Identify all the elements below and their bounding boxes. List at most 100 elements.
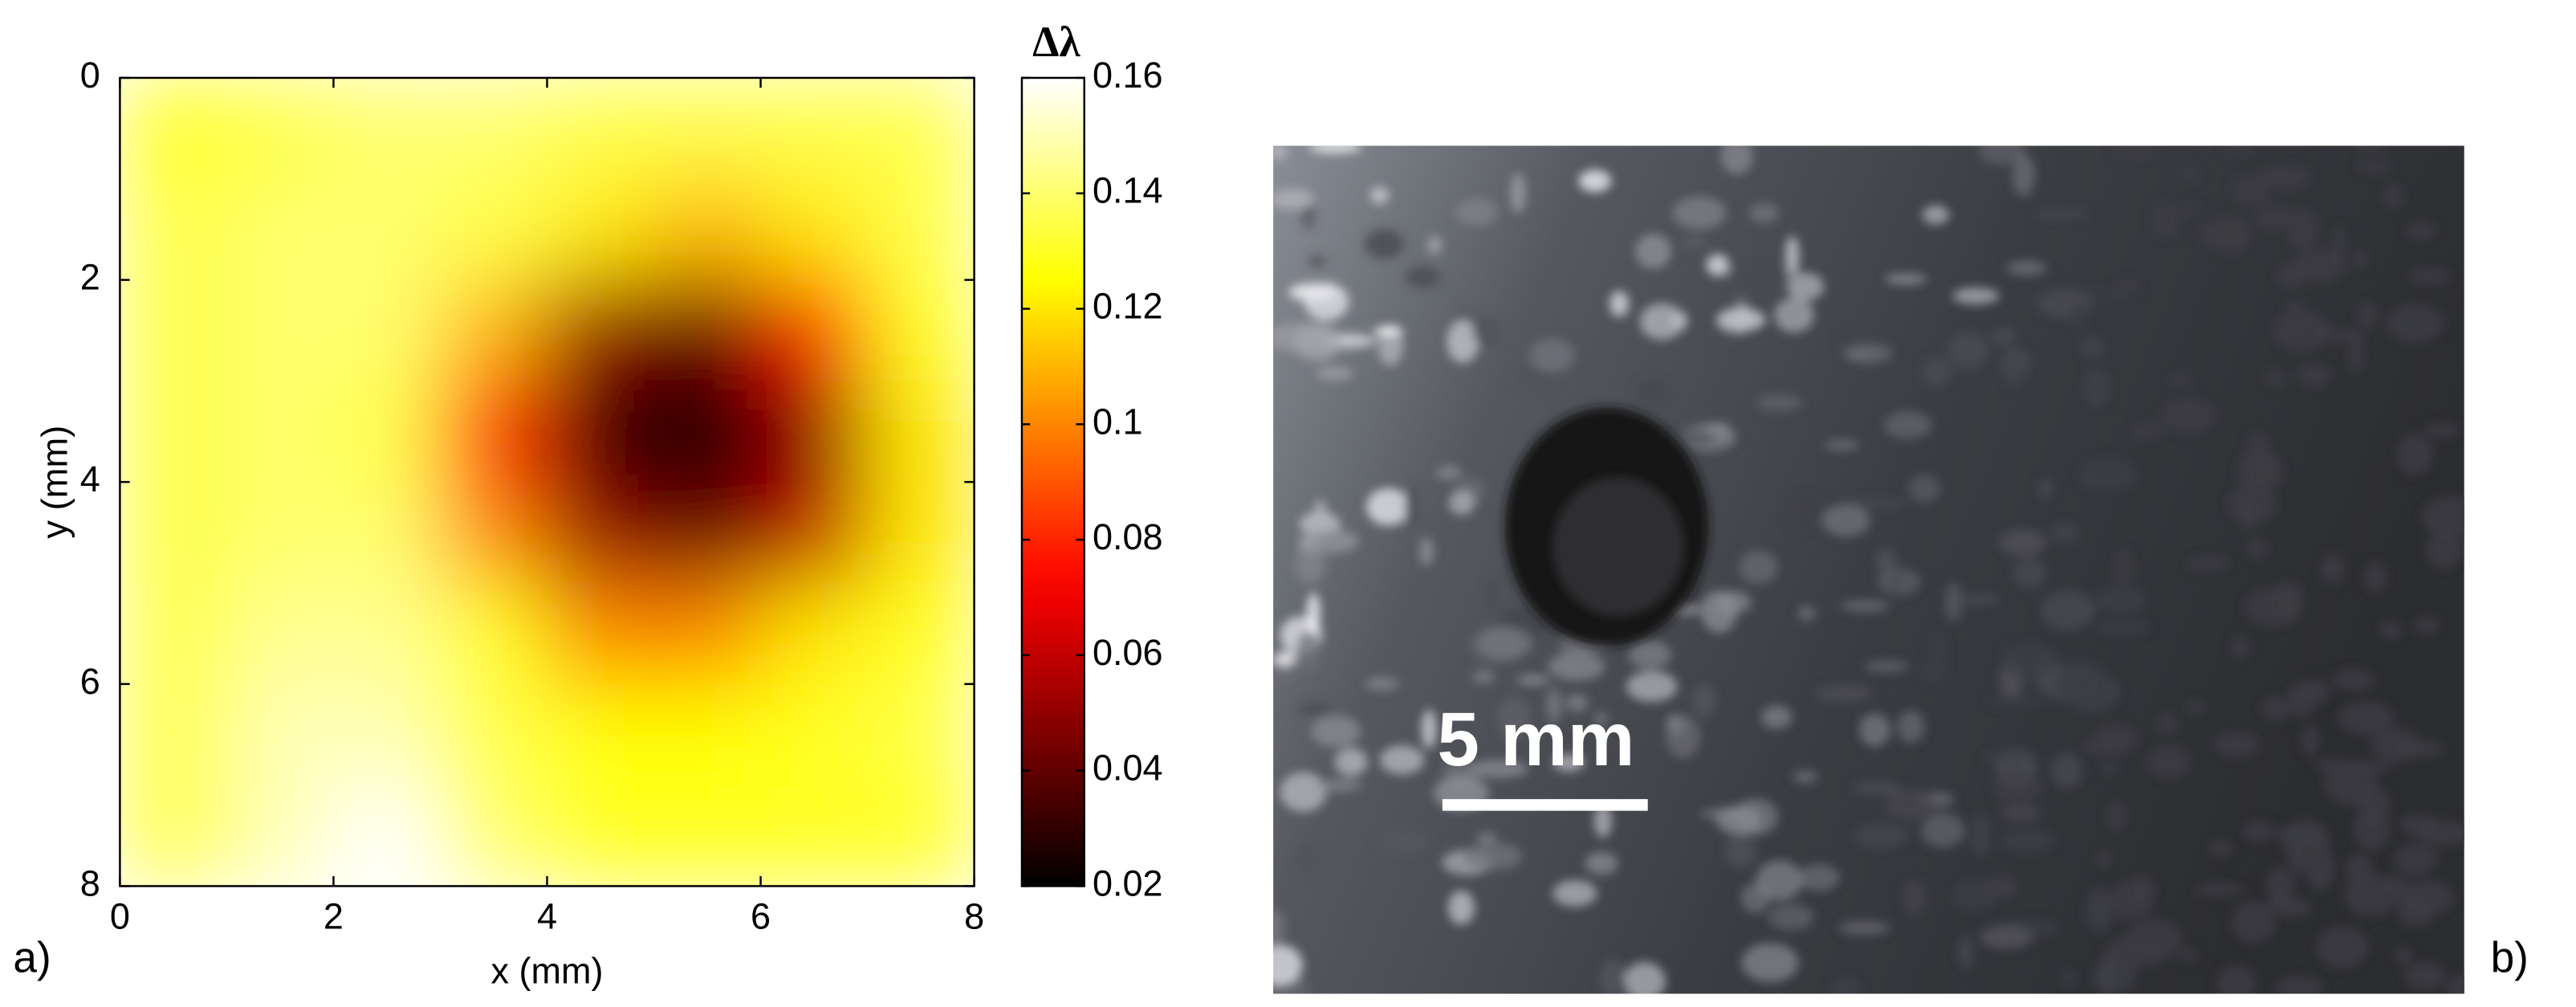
photo-speck xyxy=(2125,919,2183,960)
photo-speck xyxy=(1435,465,1462,480)
photo-speck xyxy=(1593,804,1612,838)
photo-speck xyxy=(2320,553,2345,584)
heat-cell xyxy=(760,482,869,585)
panel-label: a) xyxy=(13,934,51,981)
photo-speck xyxy=(2253,206,2295,230)
x-tick-label: 4 xyxy=(537,896,557,937)
photo-speck xyxy=(2415,821,2464,846)
photo-speck xyxy=(1952,287,2000,304)
photo-speck xyxy=(1306,593,1321,634)
photo-speck xyxy=(1609,291,1630,317)
photo-speck xyxy=(2287,682,2315,717)
photo-speck xyxy=(2118,279,2141,296)
x-tick-label: 6 xyxy=(751,896,771,937)
photo-speck xyxy=(1447,320,1479,363)
photo-speck xyxy=(2354,145,2387,153)
photo-speck xyxy=(2082,368,2111,407)
photo-speck xyxy=(1797,864,1840,891)
photo-speck xyxy=(1902,879,1927,917)
photo-speck xyxy=(2357,301,2377,328)
colorbar-title: Δλ xyxy=(1032,18,1080,66)
photo-speck xyxy=(1295,842,1320,875)
heat-cell xyxy=(333,785,442,887)
photo-speck xyxy=(2353,251,2367,268)
photo-speck xyxy=(1768,903,1814,931)
photo-speck xyxy=(2185,556,2231,571)
photo-speck xyxy=(1334,748,1368,777)
heat-cell xyxy=(547,178,655,281)
photo-speck xyxy=(2108,881,2154,919)
photo-speck xyxy=(2348,332,2363,373)
photo-speck xyxy=(2214,732,2260,757)
y-tick-label: 2 xyxy=(80,256,100,297)
photo-speck xyxy=(2286,208,2319,250)
photo-speck xyxy=(1379,745,1425,775)
photo-speck xyxy=(1594,711,1608,726)
heat-cell xyxy=(333,77,442,180)
photo-speck xyxy=(1838,920,1890,936)
photo-speck xyxy=(1273,145,1288,161)
photo-speck xyxy=(1793,770,1818,784)
heatmap-cells xyxy=(120,77,975,887)
heat-cell xyxy=(440,381,548,483)
photo-speck xyxy=(1273,189,1315,210)
photo-speck xyxy=(1273,651,1296,667)
heat-cell xyxy=(867,785,975,887)
photo-speck xyxy=(1545,687,1563,724)
heat-cell xyxy=(760,683,869,786)
photo-speck xyxy=(1273,909,1285,944)
photo-speck xyxy=(2421,495,2464,539)
photo-speck xyxy=(1578,169,1612,193)
photo-speck xyxy=(1854,823,1910,849)
photo-speck xyxy=(2395,946,2412,965)
heat-cell xyxy=(653,482,762,585)
photo-speck xyxy=(2403,961,2446,991)
photo-speck xyxy=(2160,397,2216,434)
photo-speck xyxy=(1784,235,1800,276)
photo-speck xyxy=(2383,185,2404,207)
photo-speck xyxy=(1565,693,1589,713)
photo-speck xyxy=(1717,308,1766,332)
heat-cell xyxy=(653,785,762,887)
photo-speck xyxy=(2221,145,2253,154)
photo-speck xyxy=(1376,830,1432,854)
heat-cell xyxy=(120,77,228,180)
heat-cell xyxy=(653,77,762,180)
photo-speck xyxy=(2111,145,2160,161)
photo-speck xyxy=(1728,267,1788,285)
photo-speck xyxy=(1726,558,1743,572)
photo-speck xyxy=(2033,209,2090,220)
colorbar-tick-label: 0.08 xyxy=(1093,516,1163,557)
photo-speck xyxy=(1426,235,1443,255)
photo-speck xyxy=(2317,926,2369,969)
photo-speck xyxy=(2000,805,2042,822)
photo-speck xyxy=(1369,186,1390,205)
y-tick-label: 8 xyxy=(80,862,100,903)
photo-speck xyxy=(1472,670,1495,684)
photo-speck xyxy=(1470,760,1529,778)
photo-speck xyxy=(2285,300,2306,315)
photo-speck xyxy=(1419,537,1434,566)
colorbar-tick-label: 0.02 xyxy=(1093,862,1163,903)
heat-cell xyxy=(547,381,655,483)
heat-cell xyxy=(867,381,975,483)
photo-speck xyxy=(1748,202,1780,224)
photo-speck xyxy=(1897,710,1925,744)
photo-speck xyxy=(1908,474,1941,503)
heat-cell xyxy=(120,279,228,382)
photo-speck xyxy=(1786,272,1824,301)
photo-speck xyxy=(1529,338,1575,373)
photo-speck xyxy=(2364,562,2387,593)
photo-speck xyxy=(1301,200,1316,230)
heat-cell xyxy=(653,583,762,685)
photo-speck xyxy=(2061,968,2076,986)
photo-speck xyxy=(1846,349,1872,361)
photo-speck xyxy=(1304,283,1349,320)
scale-bar-label: 5 mm xyxy=(1438,697,1635,782)
heat-cell xyxy=(120,683,228,786)
photo-speck xyxy=(2236,448,2283,491)
photo-speck xyxy=(1496,696,1532,740)
photo-speck xyxy=(1294,546,1326,584)
photo-speck xyxy=(1774,297,1814,333)
y-tick-label: 0 xyxy=(80,55,100,96)
